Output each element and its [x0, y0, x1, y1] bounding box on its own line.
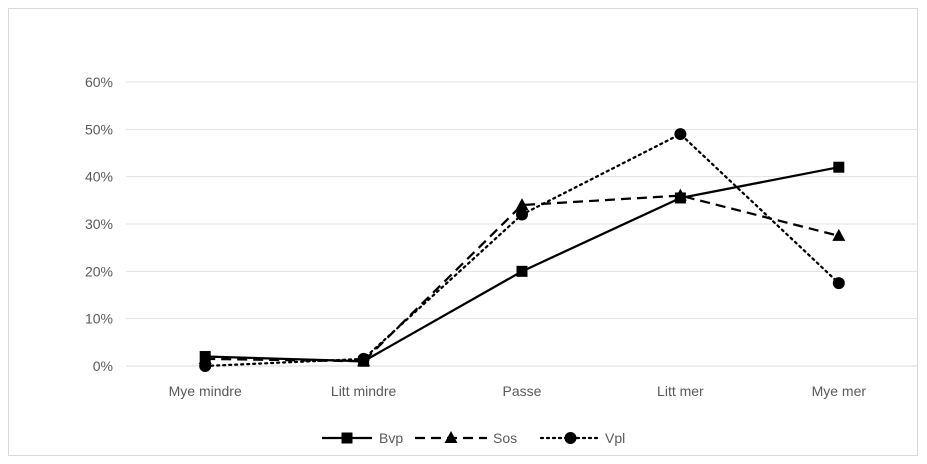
- y-axis-ticks: 0% 10% 20% 30% 40% 50% 60%: [85, 74, 113, 374]
- y-tick-label: 20%: [85, 263, 113, 279]
- data-point-sos: [673, 188, 687, 201]
- data-point-sos: [832, 228, 846, 241]
- series-line-bvp: [205, 166, 840, 363]
- legend-entry-sos: Sos: [415, 430, 517, 446]
- x-tick-label: Mye mindre: [169, 383, 242, 399]
- x-tick-label: Litt mindre: [331, 383, 397, 399]
- legend-marker: [564, 432, 577, 444]
- y-tick-label: 0%: [93, 358, 113, 374]
- legend-entry-vpl: Vpl: [539, 430, 625, 446]
- legend-entry-bvp: Bvp: [322, 430, 403, 446]
- data-point-vpl: [199, 360, 212, 372]
- series-group: [198, 128, 846, 372]
- legend: Bvp Sos Vpl: [322, 430, 625, 446]
- series-line-vpl: [204, 132, 840, 368]
- x-axis-ticks: Mye mindre Litt mindre Passe Litt mer Mye me…: [169, 383, 867, 399]
- legend-label: Vpl: [605, 430, 625, 446]
- data-point-vpl: [832, 277, 845, 290]
- legend-marker: [341, 432, 353, 444]
- data-point-vpl: [516, 208, 528, 221]
- chart-frame: [8, 8, 918, 456]
- grid-lines: [126, 81, 918, 367]
- series-bvp: [199, 161, 845, 367]
- data-point-sos: [198, 351, 212, 364]
- x-tick-label: Mye mer: [812, 383, 867, 399]
- data-point-vpl: [674, 128, 687, 141]
- series-vpl: [199, 128, 845, 372]
- data-point-sos: [515, 198, 529, 211]
- x-tick-label: Passe: [503, 383, 542, 399]
- data-point-bvp: [516, 265, 528, 277]
- y-tick-label: 10%: [85, 311, 113, 327]
- legend-label: Sos: [493, 430, 517, 446]
- legend-marker: [444, 431, 458, 443]
- series-line-sos: [205, 194, 840, 363]
- legend-label: Bvp: [379, 430, 403, 446]
- data-point-bvp: [833, 161, 845, 173]
- y-tick-label: 40%: [85, 169, 113, 185]
- y-tick-label: 30%: [85, 216, 113, 232]
- y-tick-label: 60%: [85, 74, 113, 90]
- data-point-vpl: [357, 352, 370, 365]
- y-tick-label: 50%: [85, 121, 113, 137]
- x-tick-label: Litt mer: [657, 383, 704, 399]
